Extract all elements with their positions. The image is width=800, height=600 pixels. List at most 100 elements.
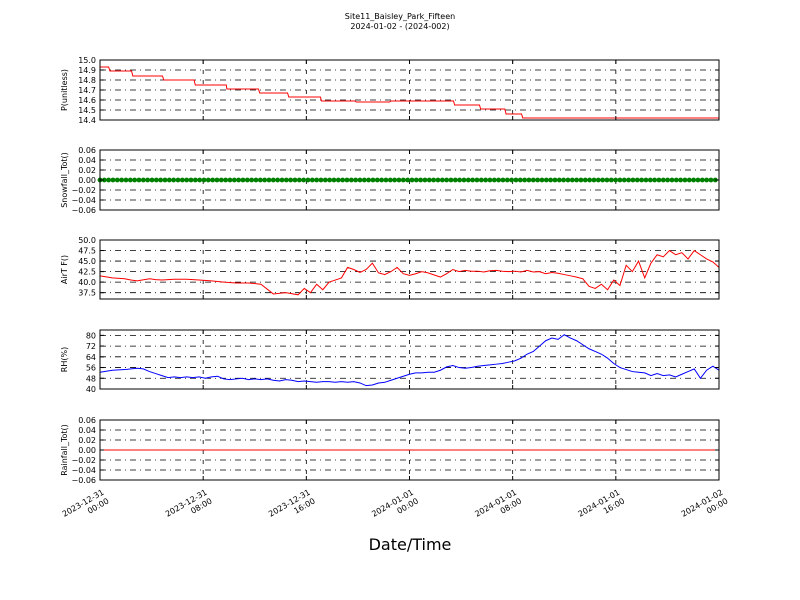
data-point <box>184 177 190 183</box>
data-point <box>231 177 237 183</box>
data-point <box>171 177 177 183</box>
data-point <box>556 177 562 183</box>
data-point <box>140 177 146 183</box>
data-point <box>409 177 415 183</box>
y-tick-label: 80 <box>86 331 96 340</box>
chart-title-line2: 2024-01-02 - (2024-002) <box>350 22 449 31</box>
y-tick-label: 0.06 <box>78 146 96 155</box>
data-point <box>283 177 289 183</box>
data-point <box>522 177 528 183</box>
data-point <box>361 177 367 183</box>
data-point <box>569 177 575 183</box>
data-point <box>673 177 679 183</box>
data-point <box>396 177 402 183</box>
data-point <box>344 177 350 183</box>
y-tick-label: 14.9 <box>78 66 96 75</box>
data-point <box>439 177 445 183</box>
data-point <box>426 177 432 183</box>
y-tick-label: −0.04 <box>71 196 96 205</box>
data-point <box>205 177 211 183</box>
y-tick-label: −0.02 <box>71 456 96 465</box>
y-tick-label: −0.02 <box>71 186 96 195</box>
data-point <box>487 177 493 183</box>
y-axis-label: RH(%) <box>60 347 69 372</box>
data-point <box>227 177 233 183</box>
data-point <box>314 177 320 183</box>
x-axis-label: Date/Time <box>369 535 452 554</box>
data-point <box>548 177 554 183</box>
panel-3: 50.0 47.545.0 42.540.0 37.5 AirT F() <box>60 236 720 300</box>
data-point <box>686 177 692 183</box>
data-point <box>188 177 194 183</box>
data-point <box>106 177 112 183</box>
data-point <box>513 177 519 183</box>
data-point <box>587 177 593 183</box>
panel-5: 0.060.040.020.00−0.02−0.04−0.06Rainfall_… <box>60 416 720 485</box>
data-point <box>119 177 125 183</box>
y-tick-label: 37.5 <box>78 289 96 298</box>
data-point <box>123 177 129 183</box>
data-point <box>179 177 185 183</box>
data-point <box>192 177 198 183</box>
data-point <box>574 177 580 183</box>
data-point <box>669 177 675 183</box>
data-point <box>305 177 311 183</box>
data-point <box>682 177 688 183</box>
y-tick-label: 0.06 <box>78 416 96 425</box>
data-point <box>132 177 138 183</box>
data-point <box>535 177 541 183</box>
data-point <box>149 177 155 183</box>
data-point <box>613 177 619 183</box>
data-point <box>249 177 255 183</box>
panel-2: 0.060.040.020.00−0.02−0.04−0.06Snowfall_… <box>60 146 720 215</box>
data-point <box>582 177 588 183</box>
y-tick-label: 14.8 <box>78 76 96 85</box>
data-point <box>236 177 242 183</box>
data-point <box>595 177 601 183</box>
y-tick-label: 45.0 <box>78 257 96 266</box>
y-tick-label: −0.06 <box>71 476 96 485</box>
data-point <box>413 177 419 183</box>
data-point <box>509 177 515 183</box>
data-point <box>634 177 640 183</box>
data-point <box>387 177 393 183</box>
y-tick-label: 14.4 <box>78 116 96 125</box>
data-point <box>253 177 259 183</box>
data-point <box>691 177 697 183</box>
data-point <box>626 177 632 183</box>
data-point <box>279 177 285 183</box>
data-point <box>452 177 458 183</box>
data-point <box>340 177 346 183</box>
y-tick-label: 56 <box>86 364 96 373</box>
data-point <box>114 177 120 183</box>
data-point <box>695 177 701 183</box>
data-point <box>604 177 610 183</box>
data-point <box>357 177 363 183</box>
data-point <box>517 177 523 183</box>
data-point <box>621 177 627 183</box>
data-point <box>617 177 623 183</box>
data-point <box>240 177 246 183</box>
data-point <box>465 177 471 183</box>
data-point <box>379 177 385 183</box>
data-point <box>708 177 714 183</box>
data-point <box>543 177 549 183</box>
data-point <box>457 177 463 183</box>
y-tick-label: 0.02 <box>78 436 96 445</box>
data-point <box>296 177 302 183</box>
data-point <box>652 177 658 183</box>
data-point <box>530 177 536 183</box>
data-point <box>288 177 294 183</box>
data-point <box>461 177 467 183</box>
data-point <box>162 177 168 183</box>
data-point <box>374 177 380 183</box>
data-point <box>500 177 506 183</box>
y-tick-label: 0.00 <box>78 446 96 455</box>
data-point <box>483 177 489 183</box>
data-point <box>526 177 532 183</box>
data-point <box>639 177 645 183</box>
